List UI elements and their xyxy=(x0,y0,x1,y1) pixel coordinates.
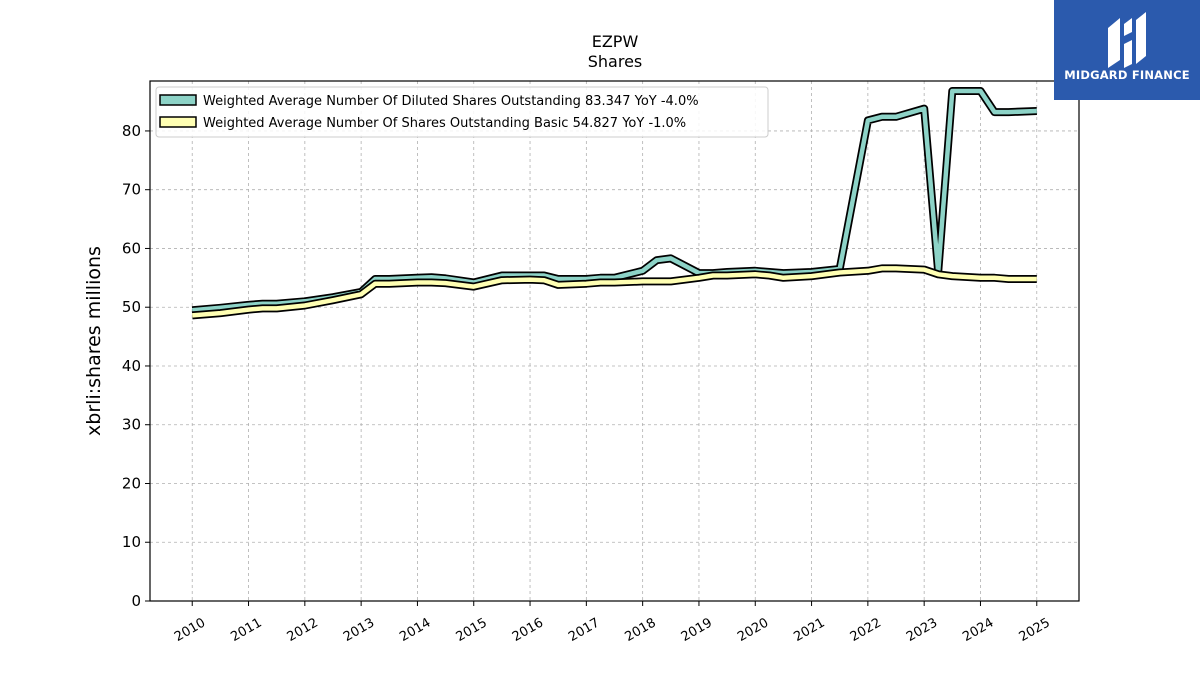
legend-swatch-0 xyxy=(159,94,197,106)
x-axis-ticks: 2010 2011 2012 2013 2014 2015 2016 2017 2018 2019… xyxy=(172,601,1053,645)
legend-swatch-1 xyxy=(159,116,197,128)
x-tick-label: 2020 xyxy=(735,615,771,645)
x-tick-label: 2024 xyxy=(960,615,996,645)
series-lines xyxy=(191,87,1037,320)
x-tick-label: 2014 xyxy=(397,615,433,645)
grid xyxy=(150,81,1079,602)
x-tick-label: 2011 xyxy=(228,615,264,645)
chart-title: EZPW xyxy=(592,32,639,51)
legend-label-1: Weighted Average Number Of Shares Outsta… xyxy=(203,116,686,131)
x-tick-label: 2012 xyxy=(285,615,321,645)
y-tick-label: 20 xyxy=(122,474,141,492)
x-tick-label: 2018 xyxy=(622,615,658,645)
brand-badge: MIDGARD FINANCE xyxy=(1054,0,1200,100)
y-tick-label: 10 xyxy=(122,533,141,551)
legend-box xyxy=(155,86,769,138)
y-tick-label: 60 xyxy=(122,239,141,257)
x-tick-label: 2017 xyxy=(566,615,602,645)
x-tick-label: 2025 xyxy=(1017,615,1053,645)
y-axis-label: xbrli:shares millions xyxy=(83,246,105,436)
x-tick-label: 2010 xyxy=(172,615,208,645)
y-tick-label: 80 xyxy=(122,122,141,140)
y-tick-label: 0 xyxy=(131,592,141,610)
x-tick-label: 2019 xyxy=(679,615,715,645)
x-tick-label: 2022 xyxy=(848,615,884,645)
brand-name: MIDGARD FINANCE xyxy=(1064,68,1190,82)
midgard-finance-logo-icon xyxy=(1108,12,1146,68)
y-tick-label: 50 xyxy=(122,298,141,316)
legend: Weighted Average Number Of Diluted Share… xyxy=(155,86,769,138)
y-tick-label: 30 xyxy=(122,416,141,434)
series-line-1 xyxy=(192,266,1037,318)
y-tick-label: 70 xyxy=(122,181,141,199)
x-tick-label: 2023 xyxy=(904,615,940,645)
x-tick-label: 2013 xyxy=(341,615,377,645)
legend-label-0: Weighted Average Number Of Diluted Share… xyxy=(203,94,699,109)
x-tick-label: 2021 xyxy=(791,615,827,645)
chart-subtitle: Shares xyxy=(588,52,643,71)
y-axis-ticks: 0 10 20 30 40 50 60 70 80 xyxy=(122,122,150,610)
x-tick-label: 2016 xyxy=(510,615,546,645)
x-tick-label: 2015 xyxy=(454,615,490,645)
plot-frame xyxy=(149,80,1080,602)
y-tick-label: 40 xyxy=(122,357,141,375)
